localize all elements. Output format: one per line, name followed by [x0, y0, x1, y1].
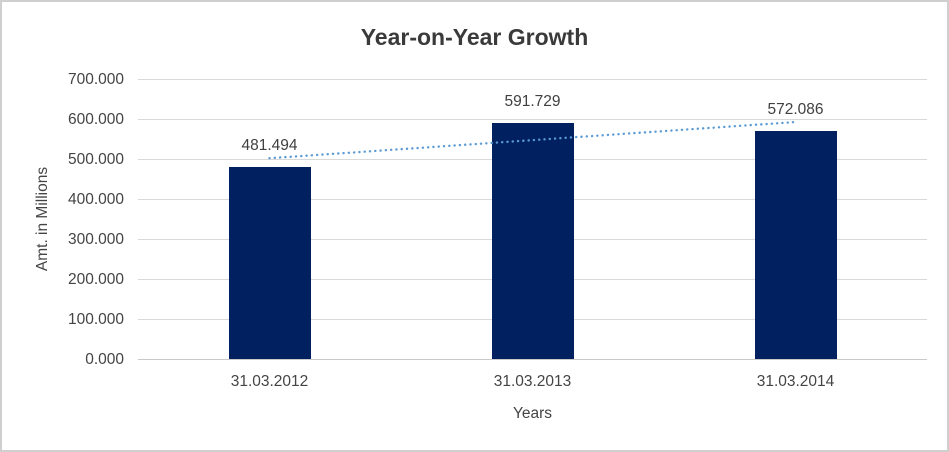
data-label: 481.494	[241, 136, 298, 154]
y-tick-label: 300.000	[67, 230, 124, 248]
gridline	[138, 79, 927, 80]
y-axis-title: Amt. in Millions	[34, 166, 51, 271]
y-tick-label: 100.000	[67, 310, 124, 328]
y-tick-label: 700.000	[67, 70, 124, 88]
y-tick-label: 0.000	[85, 350, 124, 368]
data-label: 591.729	[504, 92, 561, 110]
y-tick-label: 200.000	[67, 270, 124, 288]
data-label: 572.086	[767, 100, 824, 118]
y-tick-label: 600.000	[67, 110, 124, 128]
y-tick-label: 400.000	[67, 190, 124, 208]
gridline	[138, 119, 927, 120]
x-tick-label: 31.03.2014	[756, 372, 835, 390]
x-tick-label: 31.03.2012	[230, 372, 309, 390]
chart-title: Year-on-Year Growth	[360, 24, 589, 50]
bar	[228, 166, 311, 360]
x-tick-label: 31.03.2013	[493, 372, 572, 390]
x-axis-title: Years	[512, 404, 553, 422]
bar	[754, 130, 837, 360]
bar	[491, 122, 574, 360]
x-axis-line	[138, 359, 927, 360]
y-tick-label: 500.000	[67, 150, 124, 168]
